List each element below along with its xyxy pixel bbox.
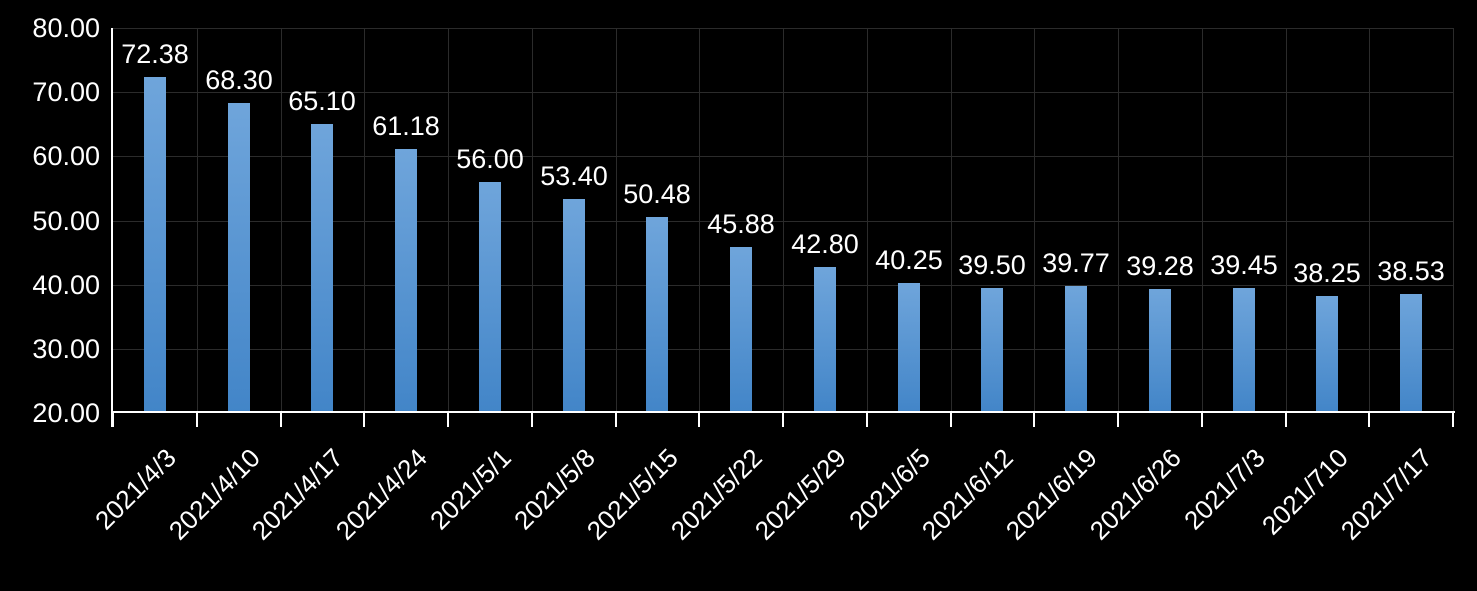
bar-value-label: 68.30 [205,65,273,95]
vertical-gridline [951,28,952,413]
vertical-gridline [1034,28,1035,413]
bar-value-label: 50.48 [623,179,691,209]
x-axis-tick [531,411,533,427]
bar-value-label: 38.53 [1377,256,1445,286]
vertical-gridline [281,28,282,413]
vertical-gridline [867,28,868,413]
bar [981,288,1003,413]
bar-value-label: 40.25 [875,245,943,275]
vertical-gridline [616,28,617,413]
bar [1316,296,1338,413]
bar [144,77,166,413]
y-axis-tick-label: 40.00 [32,270,100,300]
y-axis-tick-label: 20.00 [32,398,100,428]
x-axis-tick [1368,411,1370,427]
bar [1400,294,1422,413]
bar-value-label: 39.50 [958,250,1026,280]
x-axis-tick [447,411,449,427]
y-axis-tick-label: 60.00 [32,141,100,171]
vertical-gridline [699,28,700,413]
x-axis-tick [112,411,114,427]
bar-value-label: 61.18 [372,111,440,141]
x-axis-tick [698,411,700,427]
bar [1065,286,1087,413]
y-axis-tick-label: 30.00 [32,334,100,364]
y-axis-line [111,28,113,427]
vertical-gridline [1286,28,1287,413]
bar [814,267,836,413]
vertical-gridline [364,28,365,413]
bar-value-label: 53.40 [540,161,608,191]
y-axis-tick-label: 70.00 [32,77,100,107]
bar-value-label: 72.38 [121,39,189,69]
x-axis-tick [1033,411,1035,427]
x-axis-tick [363,411,365,427]
bar-value-label: 38.25 [1293,258,1361,288]
x-axis-tick [1452,411,1454,427]
y-axis-tick-label: 80.00 [32,13,100,43]
vertical-gridline [448,28,449,413]
bar-value-label: 39.28 [1126,251,1194,281]
vertical-gridline [197,28,198,413]
bar [898,283,920,413]
bar-value-label: 65.10 [288,86,356,116]
bar [1233,288,1255,413]
x-axis-tick [950,411,952,427]
x-axis-tick [866,411,868,427]
bar [228,103,250,413]
bar [395,149,417,413]
bar [646,217,668,413]
vertical-gridline [1453,28,1454,413]
x-axis-tick [782,411,784,427]
x-axis-tick [280,411,282,427]
x-axis-tick [1117,411,1119,427]
x-axis-tick [1201,411,1203,427]
x-axis-tick [196,411,198,427]
vertical-gridline [1369,28,1370,413]
x-axis-tick [1285,411,1287,427]
bar [479,182,501,413]
bar [1149,289,1171,413]
bar-value-label: 39.45 [1210,250,1278,280]
bar [730,247,752,413]
vertical-gridline [1202,28,1203,413]
bar-value-label: 56.00 [456,144,524,174]
y-axis-tick-label: 50.00 [32,206,100,236]
vertical-gridline [532,28,533,413]
bar-value-label: 45.88 [707,209,775,239]
vertical-gridline [1118,28,1119,413]
bar-value-label: 42.80 [791,229,859,259]
bar [563,199,585,413]
bar [311,124,333,413]
x-axis-tick [615,411,617,427]
vertical-gridline [783,28,784,413]
bar-value-label: 39.77 [1042,248,1110,278]
